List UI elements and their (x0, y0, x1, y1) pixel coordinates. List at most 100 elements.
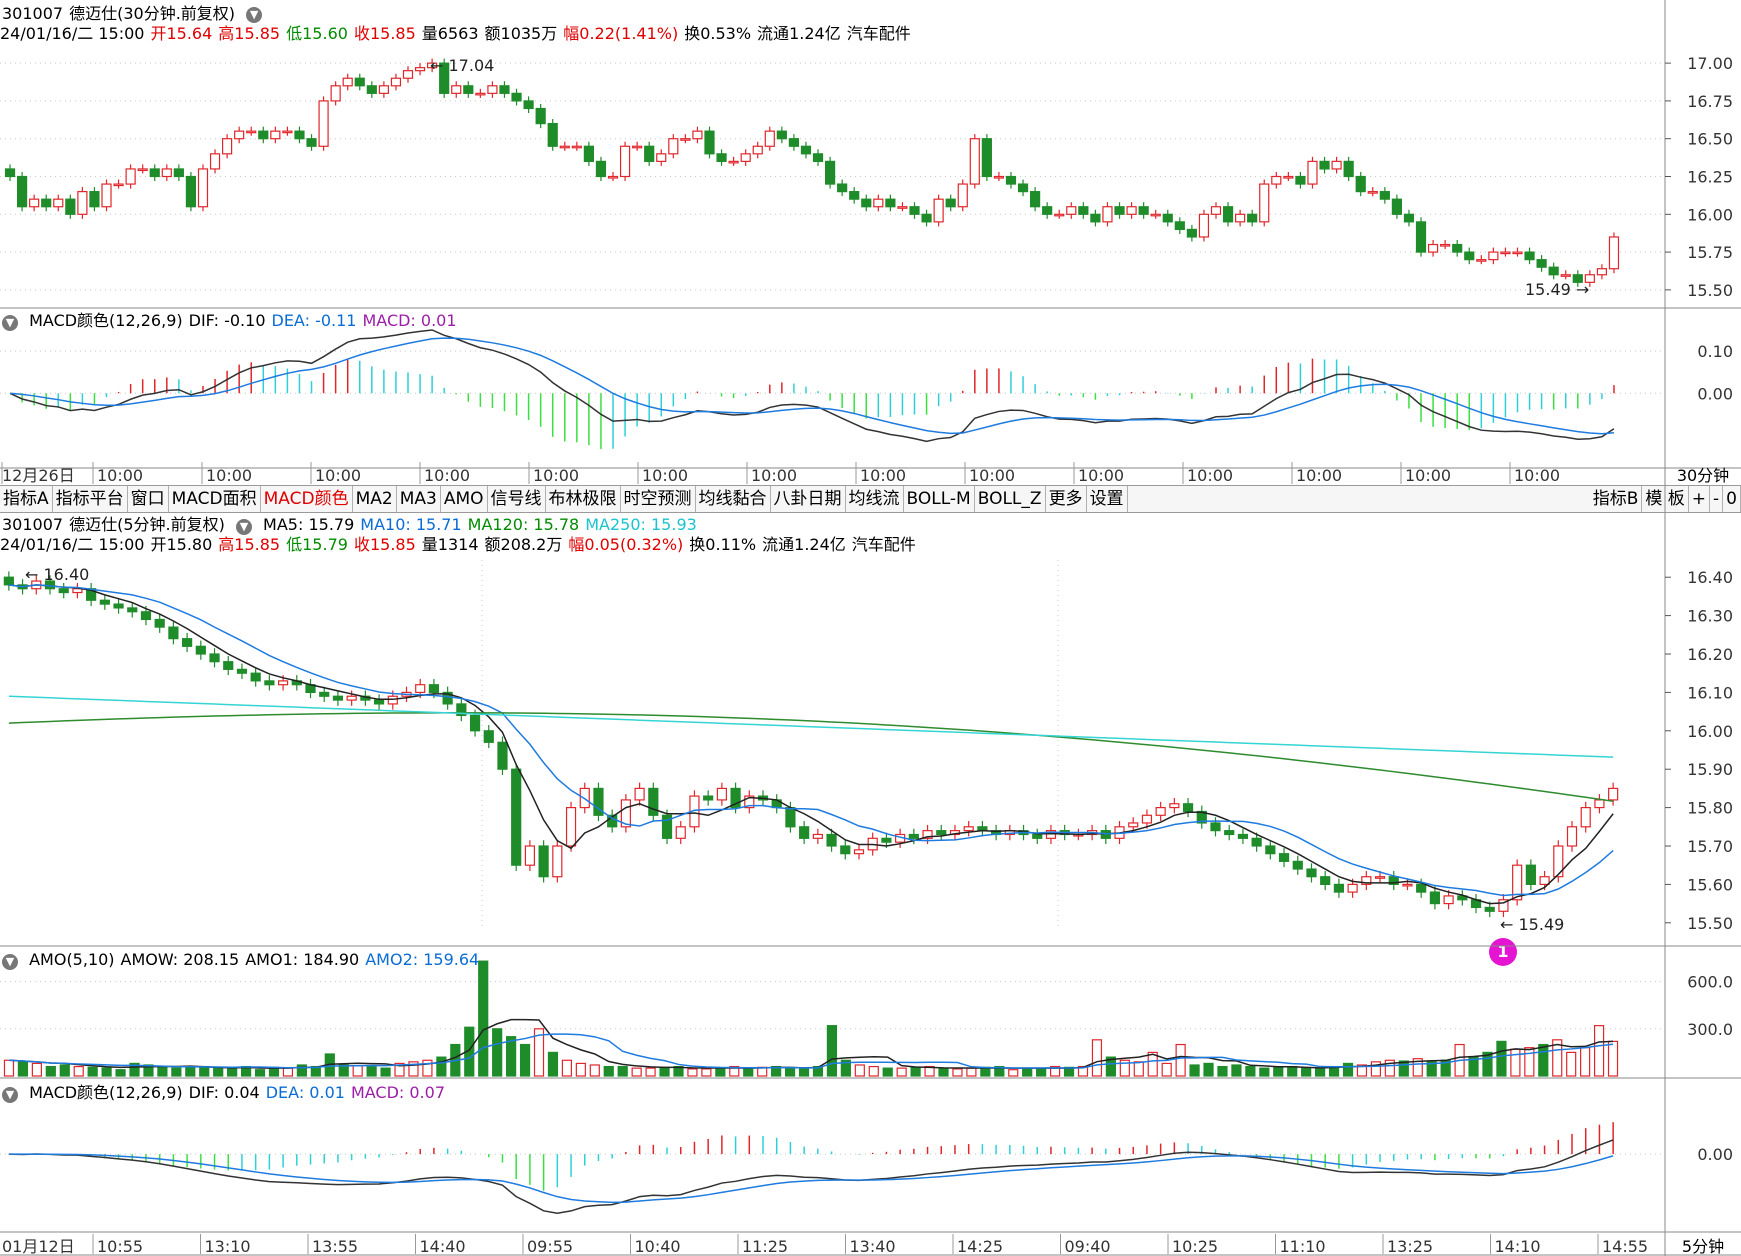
amo-bar (840, 1059, 851, 1077)
toolbar-right-item[interactable]: - (1710, 486, 1724, 512)
amo-bar (589, 1064, 600, 1077)
candle-body (1464, 251, 1475, 261)
float-value-5: 1.24亿 (794, 535, 846, 554)
amo-bar (994, 1065, 1005, 1077)
amo-bar (101, 1067, 112, 1077)
candle-body (270, 130, 281, 140)
marker-badge[interactable]: 1 (1489, 938, 1517, 966)
candle-body (583, 145, 594, 162)
toolbar-item[interactable]: 窗口 (128, 486, 169, 512)
toolbar-item[interactable]: BOLL_Z (975, 486, 1046, 512)
amo-bar (687, 1068, 698, 1077)
candle-body-5 (1237, 833, 1249, 839)
amo-bar (1384, 1059, 1395, 1077)
amo-bar (798, 1068, 810, 1077)
toolbar-item[interactable]: MA3 (397, 486, 441, 512)
toolbar-item[interactable]: 信号线 (488, 486, 546, 512)
candle-body-5 (387, 695, 398, 705)
xtick-label-5: 10:55 (97, 1237, 143, 1256)
candle-body-5 (963, 826, 974, 832)
candle-body-5 (72, 588, 83, 594)
candle-body-5 (538, 845, 549, 878)
panel5-header-title: 301007 德迈仕(5分钟.前复权) ▼ MA5: 15.79 MA10: 15.… (2, 515, 703, 535)
xtick-label-5: 13:25 (1387, 1237, 1433, 1256)
candle-body (692, 130, 703, 140)
candle-body (354, 77, 365, 87)
amo-bar (45, 1065, 56, 1077)
candle-body (77, 191, 88, 215)
amo-bar (380, 1067, 391, 1077)
candle-body-5 (949, 830, 961, 836)
candle-body-5 (634, 787, 645, 801)
candle-body (414, 67, 426, 72)
toolbar-item[interactable]: 设置 (1087, 486, 1128, 512)
gear-icon-macd5[interactable]: ▼ (2, 1087, 18, 1103)
toolbar-item[interactable]: 均线黏合 (696, 486, 771, 512)
candle-body-5 (113, 603, 124, 609)
ytick-label-amo: 300.0 (1687, 1020, 1733, 1039)
candle-body (812, 153, 824, 162)
xtick-label-5: 09:40 (1065, 1237, 1111, 1256)
candle-body (1415, 221, 1427, 253)
candle-body-5 (511, 768, 522, 866)
candle-body (1162, 213, 1173, 223)
toolbar-item[interactable]: AMO (441, 486, 488, 512)
chg-value-5: 0.05(0.32%) (584, 535, 684, 554)
macd30-dea: DEA: -0.11 (271, 311, 357, 330)
toolbar-item[interactable]: MACD颜色 (261, 486, 353, 512)
ytick-label-amo: 600.0 (1687, 973, 1733, 992)
amo-bar (784, 1067, 796, 1077)
xtick-label-30: 10:00 (1078, 466, 1124, 485)
amo-bar (1105, 1056, 1116, 1077)
toolbar-item[interactable]: 指标A (0, 486, 53, 512)
candle-body (716, 153, 727, 162)
dropdown-icon-5[interactable]: ▼ (235, 519, 252, 535)
candle-body-5 (1114, 826, 1125, 839)
toolbar-item[interactable]: 均线流 (846, 486, 904, 512)
toolbar-right-item[interactable]: 指标B (1590, 486, 1643, 512)
candle-body-5 (373, 699, 385, 705)
stock-name-5: 德迈仕 (69, 515, 118, 534)
xtick-label-5: 14:25 (957, 1237, 1003, 1256)
open-label-5: 开 (150, 535, 167, 554)
toolbar-right-item[interactable]: 0 (1723, 486, 1741, 512)
candle-body (656, 153, 667, 162)
amo-amo1: AMO1: 184.90 (245, 950, 360, 969)
toolbar-item[interactable]: 布林极限 (546, 486, 621, 512)
panel30-header-quote: 24/01/16/二 15:00 开15.64 高15.85 低15.60 收15.85… (0, 24, 917, 44)
toolbar-item[interactable]: 更多 (1046, 486, 1087, 512)
candle-body (1102, 206, 1113, 223)
candle-body-5 (1073, 833, 1084, 837)
dropdown-icon[interactable]: ▼ (246, 6, 263, 23)
toolbar-item[interactable]: 时空预测 (621, 486, 696, 512)
candle-body (294, 130, 305, 140)
toolbar-item[interactable]: MACD面积 (169, 486, 261, 512)
candle-body (1295, 175, 1306, 185)
candle-body-5 (826, 833, 837, 847)
amo-bar (254, 1069, 266, 1077)
ytick-label-30: 15.75 (1687, 243, 1733, 262)
toolbar-item[interactable]: 指标平台 (53, 486, 128, 512)
candle-body (1512, 251, 1523, 255)
toolbar-item[interactable]: BOLL-M (904, 486, 975, 512)
candle-body-5 (895, 833, 906, 843)
gear-icon-amo[interactable]: ▼ (2, 954, 18, 970)
xtick-label-5: 11:25 (742, 1237, 788, 1256)
dif-line-5 (8, 1139, 1614, 1214)
gear-icon[interactable]: ▼ (2, 315, 18, 331)
xtick-label-30: 10:00 (1514, 466, 1560, 485)
candle-body-5 (99, 599, 110, 605)
candle-body (234, 130, 245, 140)
amo-bar (199, 1065, 210, 1077)
candle-body-5 (154, 618, 165, 628)
toolbar-item[interactable]: MA2 (353, 486, 397, 512)
candle-body-5 (771, 799, 782, 809)
toolbar-item[interactable]: 八卦日期 (771, 486, 846, 512)
toolbar-right-item[interactable]: + (1689, 486, 1711, 512)
toolbar-right-item[interactable]: 模 板 (1642, 486, 1689, 512)
candle-body (463, 85, 474, 94)
amo-bar (3, 1059, 15, 1077)
amo-bar (1022, 1068, 1033, 1077)
amo-bar (478, 960, 489, 1077)
